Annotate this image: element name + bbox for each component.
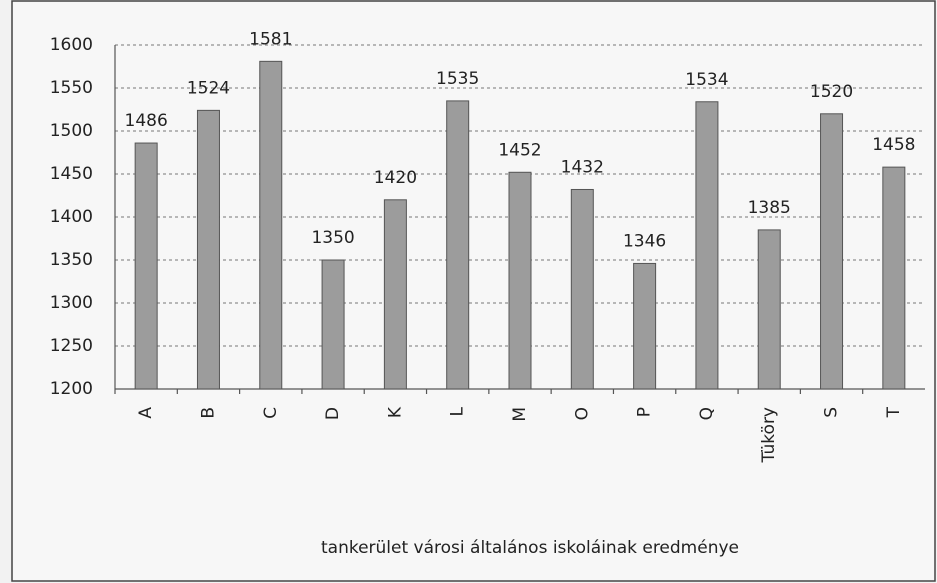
bar bbox=[570, 188, 594, 390]
y-tick-label: 1600 bbox=[50, 35, 93, 55]
x-tick-label: O bbox=[572, 407, 592, 420]
bar bbox=[882, 166, 906, 390]
data-label: 1420 bbox=[374, 168, 417, 188]
data-label: 1385 bbox=[748, 198, 791, 218]
data-label: 1520 bbox=[810, 82, 853, 102]
y-tick-label: 1550 bbox=[50, 78, 93, 98]
data-label: 1581 bbox=[249, 29, 292, 49]
x-tick-label: K bbox=[385, 406, 405, 418]
bar bbox=[820, 113, 844, 390]
data-label: 1524 bbox=[187, 78, 230, 98]
bar bbox=[508, 171, 532, 390]
bar bbox=[134, 142, 158, 390]
x-tick-label: S bbox=[822, 407, 842, 418]
x-tick-label: T bbox=[884, 406, 904, 418]
x-tick-label: M bbox=[510, 407, 530, 422]
data-label: 1535 bbox=[436, 69, 479, 89]
data-label: 1346 bbox=[623, 231, 666, 251]
bar bbox=[633, 262, 657, 390]
y-tick-label: 1350 bbox=[50, 250, 93, 270]
bar bbox=[695, 101, 719, 390]
bar bbox=[321, 259, 345, 390]
x-axis-title: tankerület városi általános iskoláinak e… bbox=[321, 538, 739, 558]
y-tick-label: 1200 bbox=[50, 379, 93, 399]
y-tick-label: 1250 bbox=[50, 336, 93, 356]
x-tick-label: L bbox=[448, 406, 468, 416]
bar bbox=[383, 199, 407, 390]
x-tick-label: C bbox=[261, 407, 281, 419]
x-tick-label: Q bbox=[697, 407, 717, 420]
x-tick-label: D bbox=[323, 407, 343, 420]
bar bbox=[757, 229, 781, 390]
x-tick-label: A bbox=[136, 407, 156, 419]
bar bbox=[259, 60, 283, 390]
x-tick-label: B bbox=[198, 407, 218, 419]
bar bbox=[446, 100, 470, 390]
x-tick-label: P bbox=[635, 407, 655, 417]
y-tick-label: 1450 bbox=[50, 164, 93, 184]
data-label: 1458 bbox=[872, 135, 915, 155]
data-label: 1486 bbox=[125, 111, 168, 131]
bar bbox=[196, 109, 220, 390]
y-tick-label: 1500 bbox=[50, 121, 93, 141]
y-tick-label: 1400 bbox=[50, 207, 93, 227]
data-label: 1350 bbox=[311, 228, 354, 248]
y-tick-label: 1300 bbox=[50, 293, 93, 313]
data-label: 1452 bbox=[498, 140, 541, 160]
data-label: 1432 bbox=[561, 157, 604, 177]
data-label: 1534 bbox=[685, 70, 728, 90]
x-tick-label: Tüköry bbox=[759, 407, 779, 464]
chart-frame bbox=[11, 0, 936, 582]
